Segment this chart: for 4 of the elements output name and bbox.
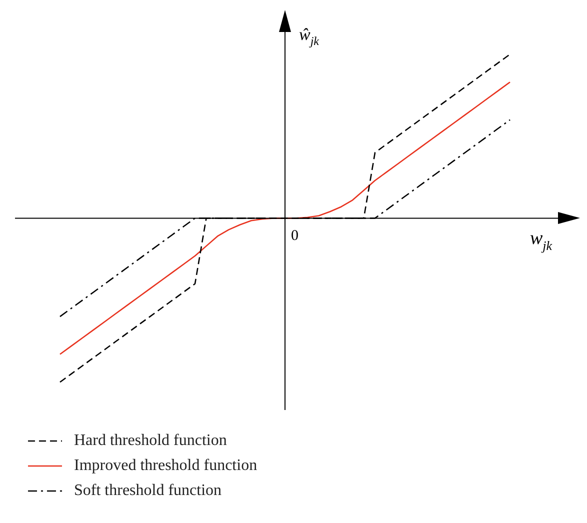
legend-label: Soft threshold function (74, 482, 222, 500)
legend-label: Improved threshold function (74, 456, 258, 474)
legend-label: Hard threshold function (74, 432, 227, 450)
annotation: 0 (291, 228, 298, 244)
